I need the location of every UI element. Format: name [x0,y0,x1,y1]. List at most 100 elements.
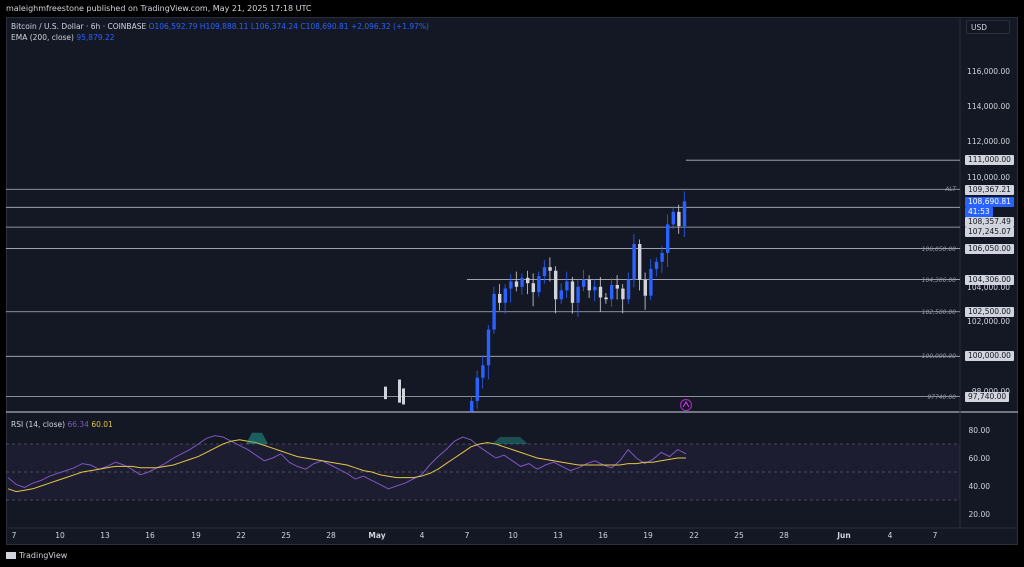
date-axis-label: 7 [11,531,17,540]
candle [475,377,479,401]
candle [531,283,535,293]
event-icon [682,401,690,408]
candle [503,288,507,303]
date-axis-label: 13 [100,531,110,540]
publish-header: maleighmfreestone published on TradingVi… [0,0,1024,17]
date-axis-label: 16 [598,531,608,540]
level-tag[interactable]: 111,000.00 [965,155,1014,165]
date-axis-label: 10 [55,531,65,540]
candle [520,277,524,287]
rsi-axis-label: 80.00 [968,426,990,435]
open-value: O106,592.79 [148,22,198,31]
publish-info: maleighmfreestone published on TradingVi… [6,4,312,13]
candle [548,267,552,271]
candle [559,290,563,300]
date-axis-label: 22 [236,531,246,540]
candle [537,276,541,293]
level-left-label: 104,306.00 [921,277,956,284]
candle [509,281,513,289]
candle [610,284,614,300]
date-axis-label: 25 [281,531,291,540]
footer [0,545,1024,567]
candle [570,281,575,303]
ema-legend: EMA (200, close) 95,879.22 [11,33,115,42]
candle [604,297,608,300]
candle [621,288,625,300]
date-axis-label: May [368,531,386,540]
level-tag[interactable]: 102,500.00 [965,307,1014,317]
level-tag[interactable]: 108,357.49 [965,217,1014,227]
candle [470,400,474,412]
rsi-ma-line [7,439,686,493]
candle [481,365,485,378]
date-axis-label: 4 [419,531,425,540]
rsi-label[interactable]: RSI (14, close) [11,420,66,429]
date-axis-label: 7 [464,531,470,540]
candle [615,284,619,289]
candle [632,243,636,280]
candle [666,224,670,253]
rsi-axis-label: 40.00 [968,482,990,491]
date-axis-label: 10 [508,531,518,540]
rsi-ma-value: 60.01 [91,420,113,429]
ema-value: 95,879.22 [76,33,115,42]
rsi-axis-label: 60.00 [968,454,990,463]
candle [593,286,597,291]
candle [576,286,580,303]
price-axis-label: 102,000.00 [967,317,1010,326]
level-tag[interactable]: 107,245.07 [965,227,1014,237]
candle [682,201,687,227]
level-left-label: 100,000.00 [921,353,956,360]
candle [587,279,591,291]
level-tag[interactable]: 104,306.00 [965,275,1014,285]
ema-label[interactable]: EMA (200, close) [11,33,74,42]
candle [582,279,586,287]
candle [486,329,491,366]
event-icon [679,398,693,412]
tradingview-logo-text: TradingView [19,551,68,560]
candle [526,277,530,284]
overbought-fill [492,437,528,444]
level-tag[interactable]: 109,367.21 [965,185,1014,195]
date-axis-label: Jun [837,531,851,540]
rsi-value: 66.34 [67,420,89,429]
tradingview-logo-icon [6,552,16,559]
rsi-band [6,444,960,500]
price-axis-label: 98,000.00 [950,387,1010,396]
candle [384,386,387,400]
candle [565,281,569,291]
rsi-axis-label: 20.00 [968,510,990,519]
price-axis-label: 110,000.00 [967,173,1010,182]
rsi-legend: RSI (14, close) 66.34 60.01 [11,420,113,429]
level-left-label: ALT [945,186,956,193]
candle [654,261,659,269]
price-axis-label: 116,000.00 [967,67,1010,76]
candle [598,286,603,298]
change-value: +2,096.32 (+1.97%) [350,22,429,31]
level-left-label: 106,050.00 [921,246,956,253]
date-axis-label: 4 [887,531,893,540]
level-left-label: 102,500.00 [921,309,956,316]
date-axis-label: 28 [779,531,789,540]
date-axis-label: 19 [643,531,653,540]
candle [498,293,502,303]
currency-button[interactable]: USD [966,20,1010,34]
candle [542,267,547,277]
level-tag[interactable]: 100,000.00 [965,351,1014,361]
price-axis-label: 114,000.00 [967,102,1010,111]
level-tag[interactable]: 97,740.00 [965,392,1010,402]
tradingview-logo[interactable]: TradingView [6,551,67,560]
date-axis-label: 25 [734,531,744,540]
candle [554,270,558,300]
candle [492,293,496,330]
level-tag[interactable]: 106,050.00 [965,244,1014,254]
high-value: H109,888.11 [199,22,249,31]
symbol-label[interactable]: Bitcoin / U.S. Dollar · 6h · COINBASE [11,22,147,31]
candle [671,211,675,225]
candle [660,252,664,262]
chart-area[interactable] [6,17,1018,545]
price-axis-label: 104,000.00 [967,283,1010,292]
candle [398,379,401,403]
ohlc-legend: Bitcoin / U.S. Dollar · 6h · COINBASE O1… [11,22,429,31]
